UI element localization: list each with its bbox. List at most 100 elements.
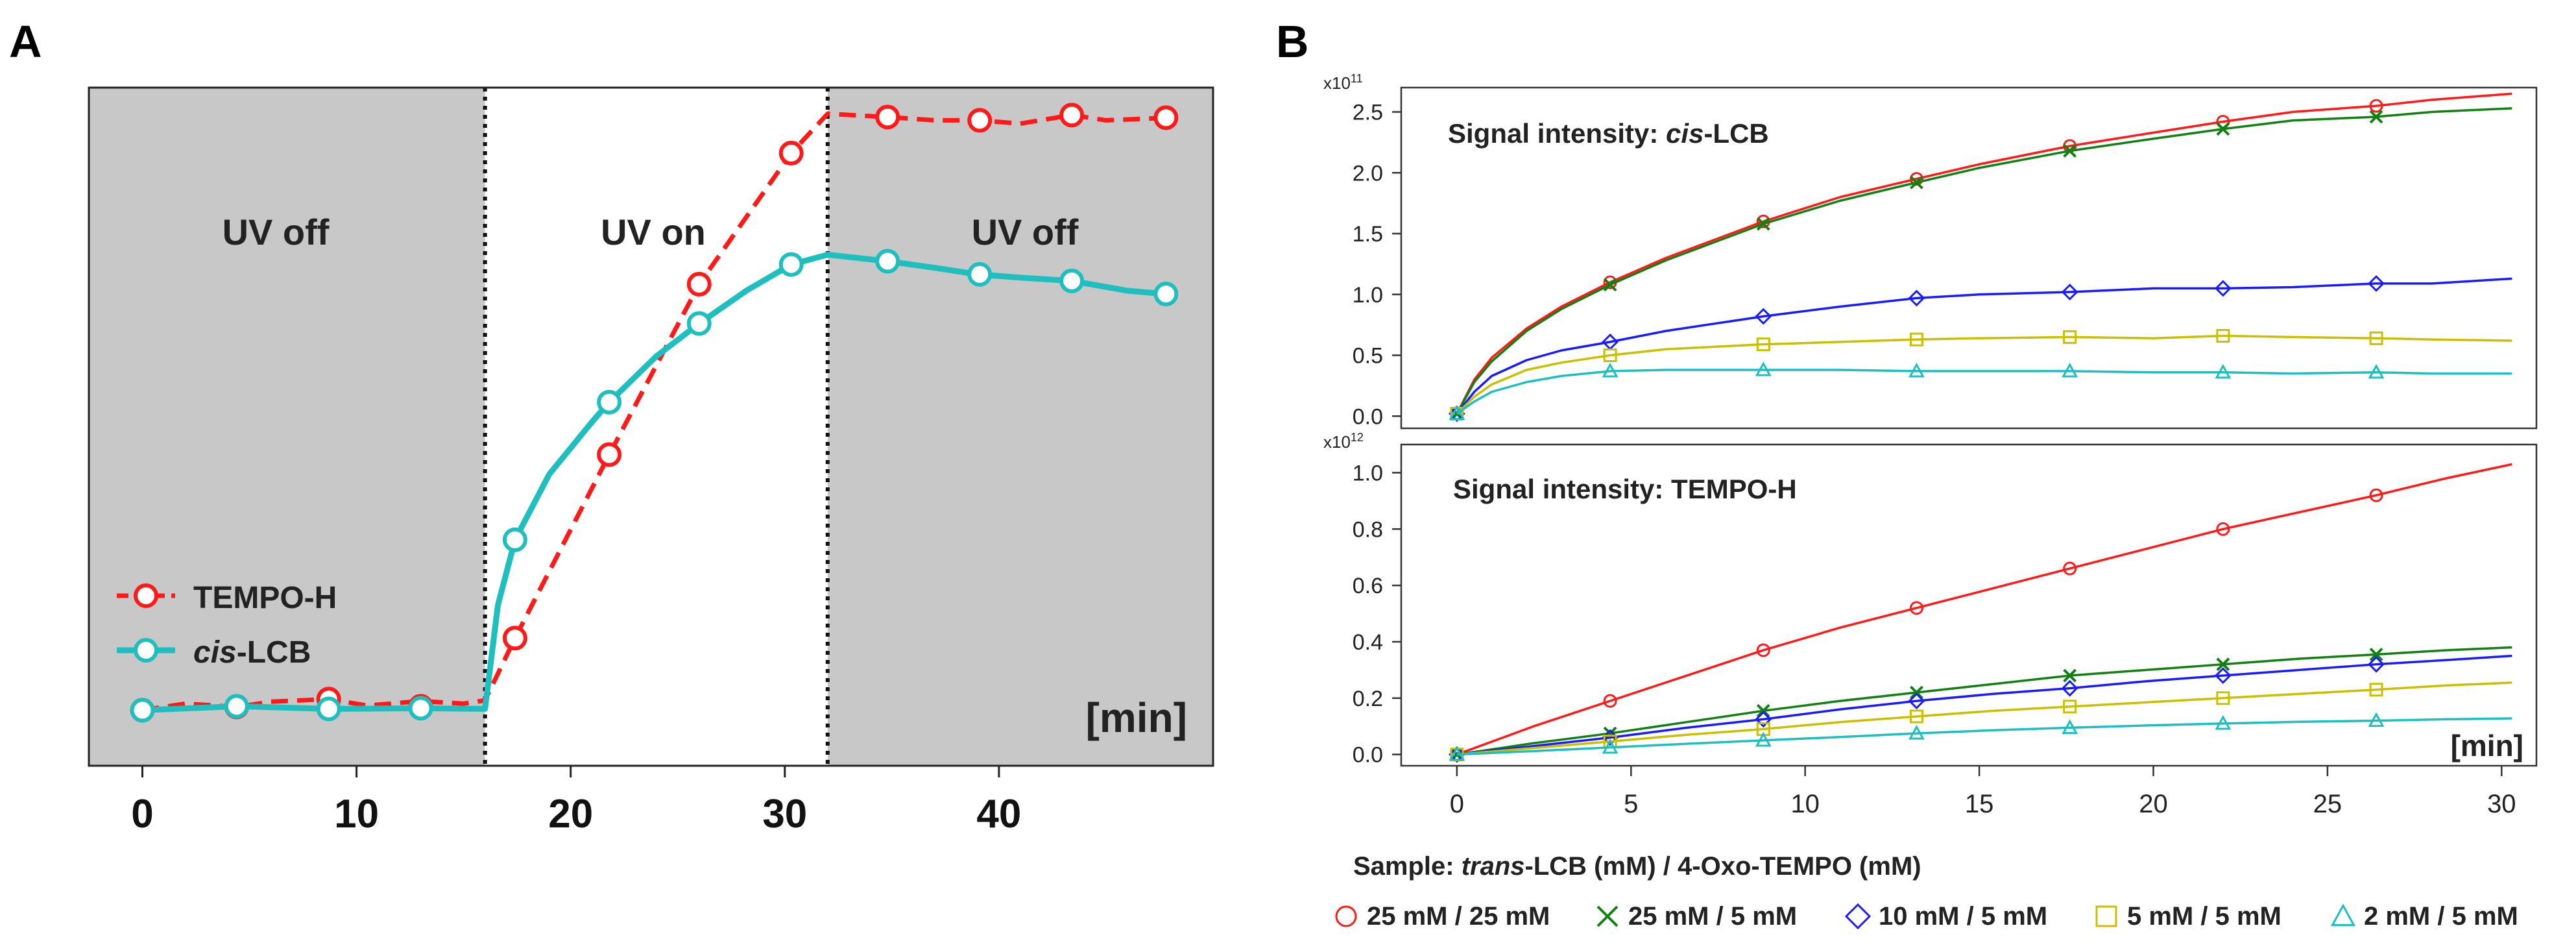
panel-b-point-10-mm-5-mm [1448,746,1465,763]
panel-b-point-25-mm-5-mm [1756,217,1770,231]
panel-b-legend-label-5-mm-5-mm: 5 mM / 5 mM [2127,902,2281,931]
panel-b-top-y-axis: 0.0 0.5 1.0 1.5 2.0 2.5 [1353,101,1401,429]
panel-b-point-10-mm-5-mm [1908,289,1925,307]
panel-b-series-line-5-mm-5-mm [1456,334,2512,415]
panel-b-point-25-mm-5-mm [1756,703,1770,718]
panel-b-x-tick-label: 30 [2487,790,2516,818]
panel-b-point-5-mm-5-mm [2216,329,2230,343]
panel-b-point-5-mm-5-mm [2216,691,2230,705]
panel-a-point-cis-lcb [597,389,622,415]
legend-marker-tempo-h [134,583,158,608]
panel-a-point-cis-lcb [316,696,341,722]
panel-a-region-2 [827,88,1213,766]
panel-b-series-line-2-mm-5-mm [1456,717,2512,756]
legend-marker-cis-lcb [134,638,158,663]
panel-b-series-line-25-mm-25-mm [1456,463,2512,756]
panel-b-point-10-mm-5-mm [2368,655,2385,673]
panel-b-legend-marker-5-mm-5-mm [2095,905,2117,927]
panel-b-legend-marker-25-mm-5-mm [1596,905,1619,927]
panel-b-y-tick-label: 0.4 [1353,630,1383,655]
panel-a-point-cis-lcb [875,249,900,274]
panel-a-point-cis-lcb [408,696,433,721]
panel-b-chart: x1011 Signal intensity: cis-LCB 0.0 0.5 1.… [1323,72,2538,931]
panel-a-region-label-uv-off-1: UV off [223,212,330,252]
panel-a-point-cis-lcb [130,698,155,723]
panel-b-point-5-mm-5-mm [1603,348,1617,362]
panel-a-x-tick-label: 0 [131,792,153,836]
panel-b-point-2-mm-5-mm [2062,362,2078,378]
panel-b-point-10-mm-5-mm [1755,711,1772,728]
panel-b-point-25-mm-5-mm [2063,668,2077,683]
panel-b-label: B [1276,16,1309,67]
panel-b-legend-label-10-mm-5-mm: 10 mM / 5 mM [1879,902,2047,931]
panel-a-label: A [9,16,42,67]
panel-a-point-tempo-h [1059,103,1085,128]
panel-a-x-tick-label: 30 [762,792,807,836]
panel-b-bottom-title: Signal intensity: TEMPO-H [1453,474,1797,504]
panel-b-point-2-mm-5-mm [2215,714,2232,730]
panel-b-point-25-mm-25-mm [1603,694,1617,708]
panel-b-point-2-mm-5-mm [1755,731,1772,747]
panel-b-legend-label-25-mm-25-mm: 25 mM / 25 mM [1367,902,1550,931]
panel-a-regions [89,88,1213,766]
panel-b-point-25-mm-25-mm [2216,522,2230,536]
panel-b-point-2-mm-5-mm [2368,712,2385,727]
panel-b-series-line-5-mm-5-mm [1456,681,2512,756]
panel-b-point-2-mm-5-mm [2215,363,2232,379]
panel-b-point-2-mm-5-mm [1602,362,1619,378]
panel-a-point-cis-lcb [686,311,712,336]
panel-a-point-cis-lcb [967,262,993,287]
panel-b-point-10-mm-5-mm [2061,679,2078,697]
panel-a-uv-boundaries [483,88,830,766]
panel-b-legend-item-10-mm-5-mm: 10 mM / 5 mM [1844,902,2047,931]
panel-b-legend: 25 mM / 25 mM 25 mM / 5 mM 10 mM / 5 mM 5 m… [1335,902,2518,931]
panel-b-legend-item-25-mm-25-mm: 25 mM / 25 mM [1335,902,1550,931]
panel-a-legend: TEMPO-H cis-LCB [117,581,337,670]
panel-b-point-2-mm-5-mm [1449,405,1465,421]
panel-b-point-25-mm-5-mm [2063,144,2077,158]
panel-b-y-tick-label: 2.5 [1353,101,1383,125]
panel-b-point-10-mm-5-mm [2214,280,2232,297]
panel-b-legend-label-25-mm-5-mm: 25 mM / 5 mM [1628,902,1797,931]
panel-b-point-25-mm-25-mm [1909,601,1923,615]
panel-b-y-tick-label: 0.8 [1353,517,1383,542]
panel-b-point-10-mm-5-mm [2061,284,2078,300]
panel-b-point-25-mm-5-mm [2216,122,2230,136]
panel-b-point-25-mm-5-mm [1910,175,1923,189]
panel-b-point-25-mm-5-mm [2216,657,2230,672]
panel-b-point-25-mm-5-mm [2369,110,2383,124]
panel-a-series [130,103,1179,723]
panel-b-point-5-mm-5-mm [2063,700,2077,714]
panel-b-series-line-25-mm-5-mm [1456,646,2512,756]
panel-b-point-25-mm-25-mm [2063,561,2077,576]
panel-b-bottom-subplot: x1012 Signal intensity: TEMPO-H 0.00.20.… [1323,431,2538,768]
legend-label-cis-lcb: cis-LCB [193,635,311,670]
panel-b-legend-label-2-mm-5-mm: 2 mM / 5 mM [2364,902,2518,931]
panel-b-point-5-mm-5-mm [2369,331,2383,345]
panel-b-point-25-mm-25-mm [1756,643,1770,657]
panel-b-point-5-mm-5-mm [1909,332,1923,347]
panel-b-y-tick-label: 2.0 [1353,161,1383,186]
panel-b-point-5-mm-5-mm [1909,709,1923,724]
panel-b-y-tick-label: 0.6 [1353,574,1383,598]
panel-b-legend-marker-2-mm-5-mm [2330,903,2356,926]
panel-b-point-10-mm-5-mm [1755,308,1772,325]
panel-a-x-unit-label: [min] [1086,694,1187,741]
panel-a-point-tempo-h [686,271,712,297]
panel-a-point-cis-lcb [502,527,527,552]
panel-b-x-tick-label: 20 [2139,790,2168,818]
panel-b-sample-label: Sample: trans-LCB (mM) / 4-Oxo-TEMPO (mM… [1353,852,1921,881]
panel-b-legend-item-2-mm-5-mm: 2 mM / 5 mM [2330,902,2518,931]
panel-b-top-multiplier: x1011 [1323,72,1363,93]
panel-b-point-25-mm-25-mm [2369,99,2383,113]
panel-a-region-label-uv-on: UV on [601,212,706,252]
panel-a-region-label-uv-off-2: UV off [972,212,1079,252]
panel-b-x-tick-label: 10 [1790,790,1820,818]
panel-b-series-line-2-mm-5-mm [1456,369,2512,415]
panel-b-point-2-mm-5-mm [2062,719,2078,734]
panel-b-y-tick-label: 1.0 [1353,283,1383,308]
panel-a-x-tick-label: 10 [334,792,379,836]
panel-a-point-cis-lcb [224,694,249,719]
legend-item-tempo-h: TEMPO-H [117,581,337,615]
